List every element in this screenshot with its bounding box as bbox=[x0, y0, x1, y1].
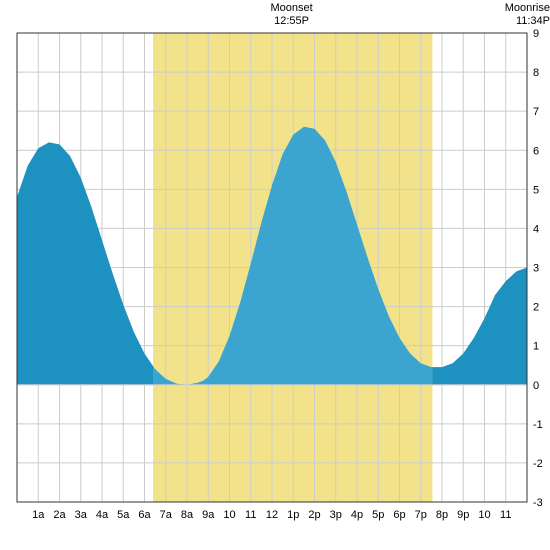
chart-svg: 1a2a3a4a5a6a7a8a9a1011121p2p3p4p5p6p7p8p… bbox=[0, 0, 550, 550]
svg-text:8: 8 bbox=[533, 67, 539, 79]
svg-text:-3: -3 bbox=[533, 497, 543, 509]
svg-text:11: 11 bbox=[245, 509, 256, 521]
svg-text:1: 1 bbox=[533, 341, 539, 353]
svg-text:1p: 1p bbox=[287, 509, 299, 521]
svg-text:2: 2 bbox=[533, 302, 539, 314]
svg-text:6: 6 bbox=[533, 145, 539, 157]
svg-text:3a: 3a bbox=[75, 509, 88, 521]
moonrise-title: Moonrise bbox=[505, 2, 550, 14]
svg-text:10: 10 bbox=[223, 509, 235, 521]
svg-text:8p: 8p bbox=[436, 509, 448, 521]
svg-text:8a: 8a bbox=[181, 509, 194, 521]
svg-text:9a: 9a bbox=[202, 509, 215, 521]
svg-text:2p: 2p bbox=[308, 509, 320, 521]
moonset-title: Moonset bbox=[270, 2, 312, 14]
top-annotations: Moonset 12:55P Moonrise 11:34P bbox=[0, 0, 550, 32]
svg-text:7p: 7p bbox=[415, 509, 427, 521]
svg-text:7: 7 bbox=[533, 106, 539, 118]
svg-text:2a: 2a bbox=[53, 509, 66, 521]
svg-text:-2: -2 bbox=[533, 458, 543, 470]
svg-text:5: 5 bbox=[533, 184, 539, 196]
svg-text:4: 4 bbox=[533, 223, 539, 235]
moonrise-label: Moonrise 11:34P bbox=[505, 2, 550, 28]
moonrise-time: 11:34P bbox=[505, 15, 550, 28]
moonset-label: Moonset 12:55P bbox=[262, 2, 322, 28]
svg-text:7a: 7a bbox=[160, 509, 173, 521]
svg-text:10: 10 bbox=[478, 509, 490, 521]
svg-text:0: 0 bbox=[533, 380, 539, 392]
svg-text:1a: 1a bbox=[32, 509, 45, 521]
svg-text:9p: 9p bbox=[457, 509, 469, 521]
svg-text:-1: -1 bbox=[533, 419, 543, 431]
svg-text:4p: 4p bbox=[351, 509, 363, 521]
svg-text:5p: 5p bbox=[372, 509, 384, 521]
tide-chart: Moonset 12:55P Moonrise 11:34P 1a 2a 3a 4a 5… bbox=[0, 0, 550, 550]
svg-text:6a: 6a bbox=[138, 509, 151, 521]
svg-text:3: 3 bbox=[533, 263, 539, 275]
svg-text:11: 11 bbox=[500, 509, 511, 521]
moonset-time: 12:55P bbox=[262, 15, 322, 28]
svg-text:6p: 6p bbox=[393, 509, 405, 521]
svg-text:12: 12 bbox=[266, 509, 278, 521]
svg-text:3p: 3p bbox=[330, 509, 342, 521]
svg-text:5a: 5a bbox=[117, 509, 130, 521]
svg-text:4a: 4a bbox=[96, 509, 109, 521]
